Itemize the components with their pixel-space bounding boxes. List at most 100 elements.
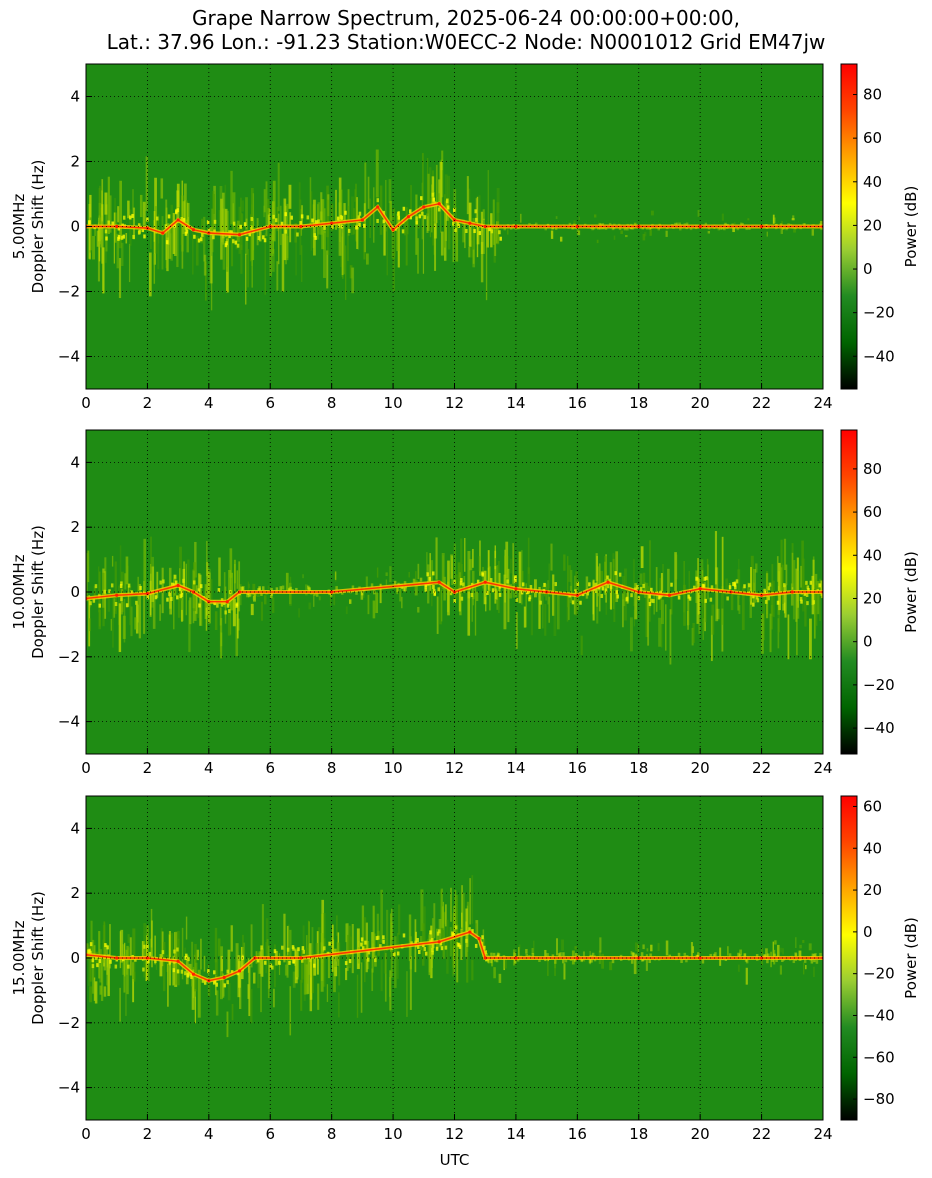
- colorbar-tick-label: 20: [863, 881, 882, 899]
- colorbar-tick-label: −60: [863, 1048, 895, 1066]
- x-tick-label: 10: [384, 1125, 403, 1143]
- colorbar-tick-label: −40: [863, 719, 895, 737]
- x-tick-label: 10: [384, 759, 403, 777]
- y-axis-label-frequency: 5.00MHz: [10, 194, 28, 260]
- carrier-point: [176, 583, 180, 588]
- carrier-point: [759, 956, 764, 960]
- carrier-point: [376, 205, 380, 209]
- colorbar-tick-label: −20: [863, 676, 895, 694]
- x-tick-label: 22: [752, 1125, 771, 1143]
- x-tick-label: 6: [265, 759, 275, 777]
- carrier-point: [698, 956, 702, 960]
- y-tick-label: 0: [70, 218, 80, 236]
- colorbar-label: Power (dB): [902, 917, 920, 999]
- x-tick-label: 24: [813, 1125, 832, 1143]
- x-tick-label: 12: [445, 394, 464, 412]
- x-tick-label: 24: [813, 394, 832, 412]
- y-tick-label: 0: [70, 583, 80, 601]
- colorbar: [840, 795, 858, 1121]
- x-tick-label: 18: [629, 1125, 648, 1143]
- colorbar-tick-label: 60: [863, 797, 882, 815]
- y-axis-label-doppler: Doppler Shift (Hz): [29, 525, 47, 659]
- carrier-trace: [86, 202, 823, 236]
- carrier-point: [575, 593, 579, 597]
- colorbar-tick-label: −40: [863, 1006, 895, 1024]
- colorbar-tick-label: 60: [863, 503, 882, 521]
- x-axis-label: UTC: [440, 1151, 470, 1169]
- x-tick-label: 6: [265, 394, 275, 412]
- carrier-point: [575, 224, 579, 229]
- x-tick-label: 22: [752, 759, 771, 777]
- spectrogram-texture: [86, 149, 823, 311]
- x-tick-label: 12: [445, 759, 464, 777]
- carrier-point: [437, 580, 441, 584]
- carrier-point: [237, 590, 242, 594]
- carrier-point: [483, 580, 487, 584]
- colorbar-tick-label: 0: [863, 260, 873, 278]
- carrier-point: [299, 224, 303, 229]
- y-tick-label: 4: [70, 88, 80, 106]
- carrier-point: [191, 972, 196, 976]
- y-axis-label-frequency: 15.00MHz: [10, 920, 28, 995]
- carrier-point: [161, 231, 165, 235]
- y-tick-label: −2: [58, 1014, 80, 1032]
- colorbar-tick-label: 40: [863, 173, 882, 191]
- y-tick-label: 4: [70, 819, 80, 837]
- carrier-point: [391, 228, 395, 232]
- x-tick-label: 6: [265, 1125, 275, 1143]
- colorbar-label: Power (dB): [902, 551, 920, 633]
- carrier-point: [437, 940, 441, 944]
- colorbar-tick-label: 40: [863, 839, 882, 857]
- colorbar-tick-label: 80: [863, 460, 882, 478]
- colorbar-tick-label: −20: [863, 304, 895, 322]
- carrier-point: [360, 218, 364, 222]
- colorbar: [840, 63, 858, 390]
- x-tick-label: 16: [568, 759, 587, 777]
- y-axis-label-doppler: Doppler Shift (Hz): [29, 891, 47, 1025]
- x-tick-label: 20: [691, 1125, 710, 1143]
- carrier-point: [606, 580, 610, 584]
- carrier-point: [115, 956, 119, 960]
- x-tick-label: 20: [691, 394, 710, 412]
- x-tick-label: 14: [506, 394, 525, 412]
- y-tick-label: 2: [70, 153, 80, 171]
- colorbar-tick-label: −80: [863, 1090, 895, 1108]
- colorbar-tick-label: 20: [863, 216, 882, 234]
- carrier-point: [759, 224, 764, 229]
- carrier-point: [207, 600, 211, 604]
- y-tick-label: −4: [58, 1079, 80, 1097]
- x-tick-label: 24: [813, 759, 832, 777]
- y-tick-label: 4: [70, 453, 80, 471]
- carrier-point: [191, 228, 196, 232]
- colorbar-tick-label: 0: [863, 923, 873, 941]
- carrier-point: [237, 233, 242, 237]
- carrier-point: [422, 205, 426, 209]
- colorbar-tick-label: 20: [863, 589, 882, 607]
- x-tick-label: 14: [506, 1125, 525, 1143]
- x-tick-label: 8: [327, 394, 337, 412]
- x-tick-label: 0: [81, 394, 91, 412]
- y-tick-label: 0: [70, 949, 80, 967]
- y-axis-label-doppler: Doppler Shift (Hz): [29, 160, 47, 294]
- colorbar-tick-label: 80: [863, 86, 882, 104]
- x-tick-label: 10: [384, 394, 403, 412]
- x-tick-label: 16: [568, 394, 587, 412]
- colorbar-tick-label: −20: [863, 965, 895, 983]
- carrier-point: [477, 936, 481, 941]
- y-axis-label-frequency: 10.00MHz: [10, 554, 28, 629]
- carrier-point: [176, 218, 180, 222]
- x-tick-label: 8: [327, 1125, 337, 1143]
- spectrogram-texture: [86, 531, 823, 665]
- x-tick-label: 22: [752, 394, 771, 412]
- carrier-point: [468, 930, 472, 934]
- figure-title-line1: Grape Narrow Spectrum, 2025-06-24 00:00:…: [192, 6, 740, 30]
- x-tick-label: 4: [204, 759, 214, 777]
- x-tick-label: 12: [445, 1125, 464, 1143]
- carrier-point: [145, 592, 150, 596]
- carrier-point: [406, 215, 411, 219]
